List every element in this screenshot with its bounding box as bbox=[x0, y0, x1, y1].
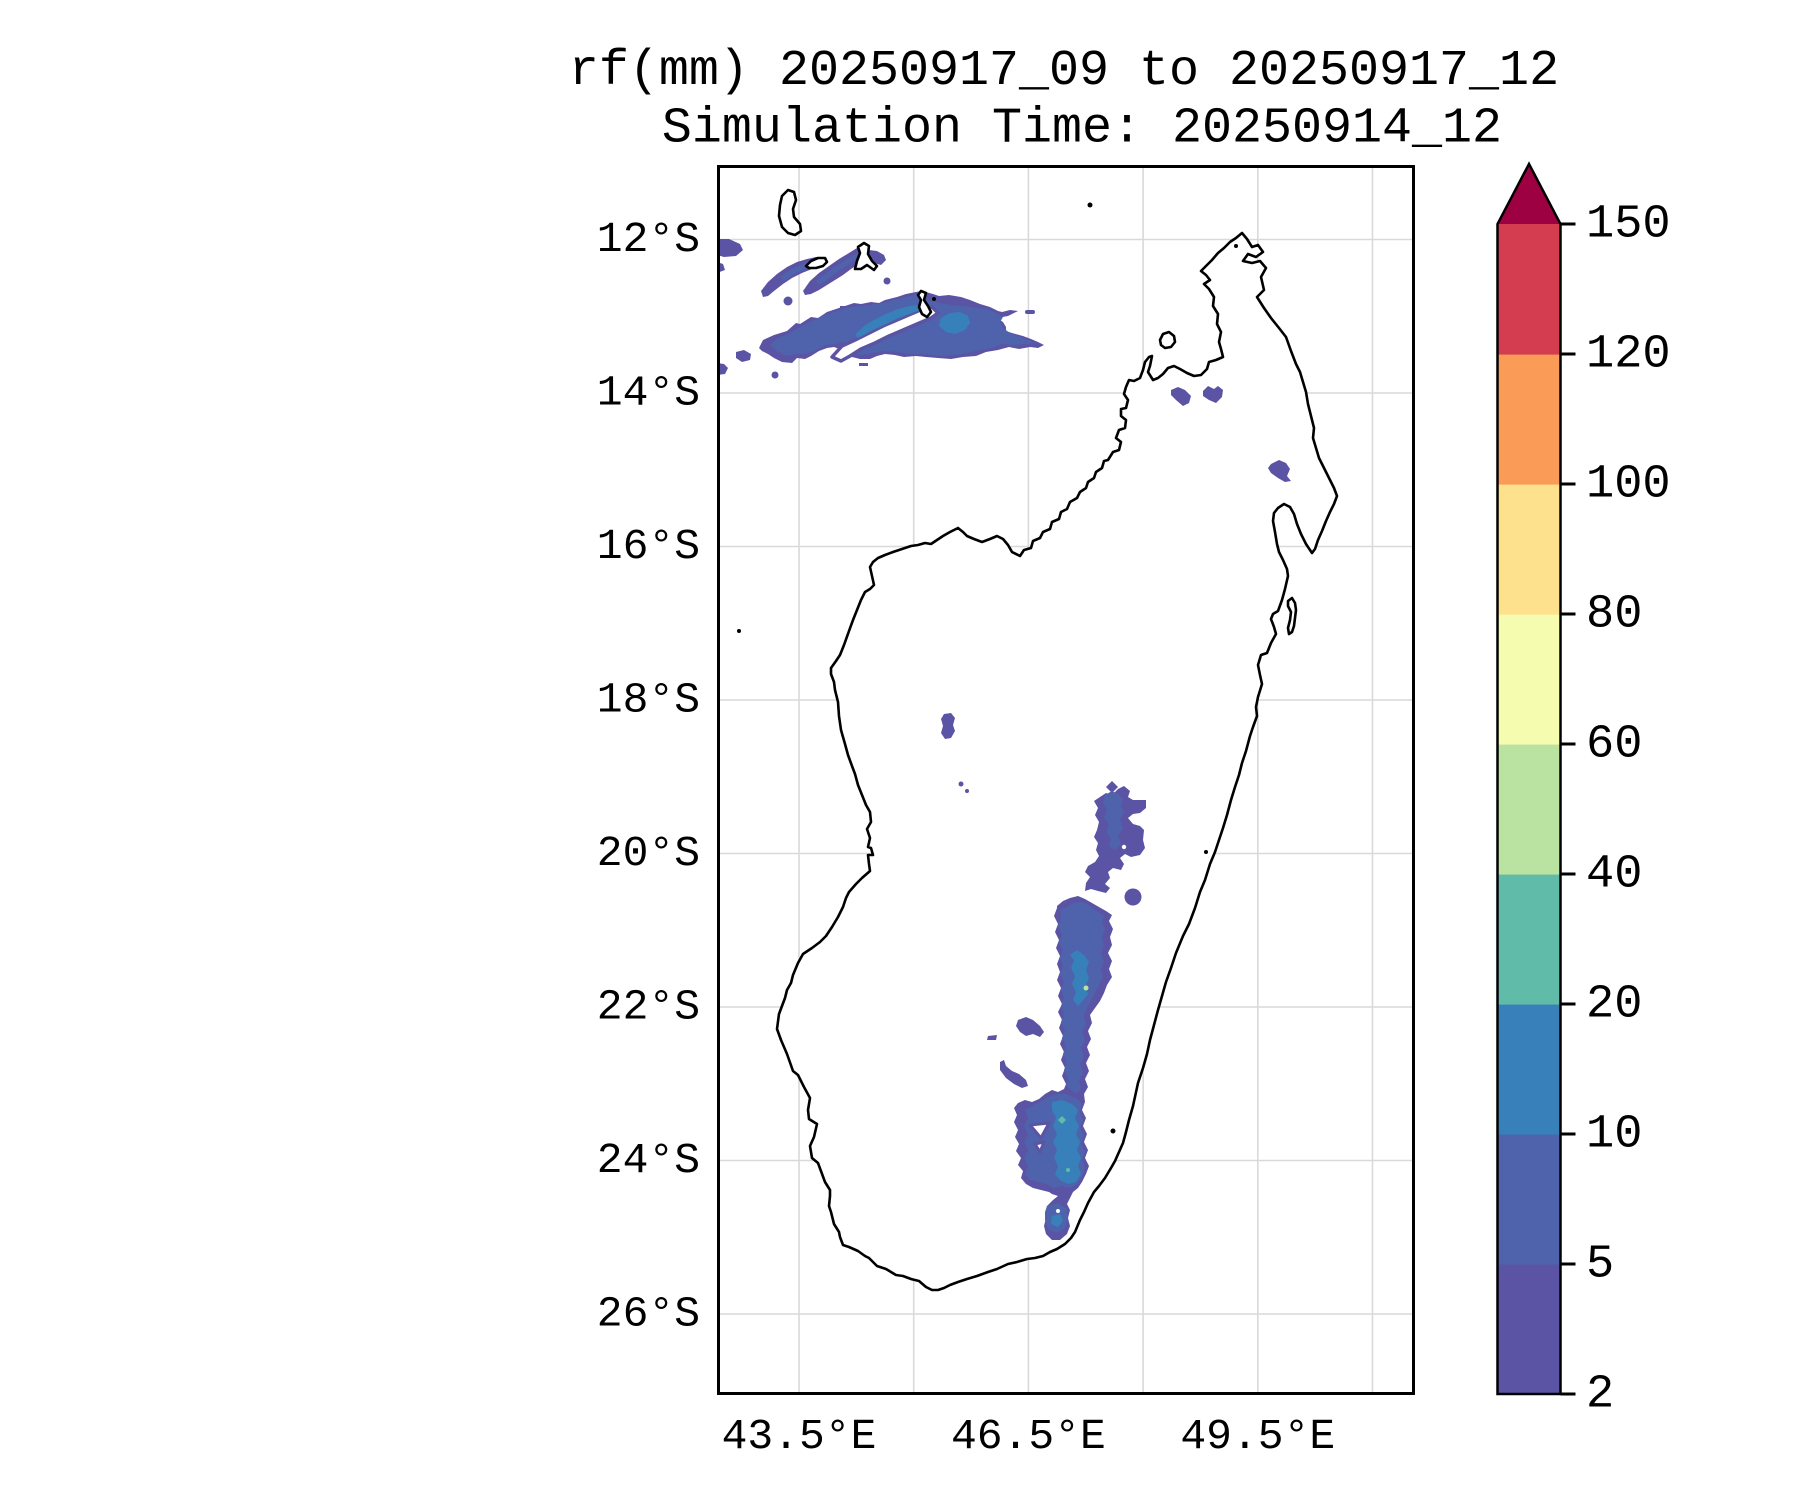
svg-text:22°S: 22°S bbox=[597, 983, 700, 1032]
svg-text:14°S: 14°S bbox=[597, 369, 700, 418]
svg-text:60: 60 bbox=[1586, 719, 1642, 772]
svg-text:16°S: 16°S bbox=[597, 522, 700, 571]
svg-text:100: 100 bbox=[1586, 459, 1671, 512]
svg-text:40: 40 bbox=[1586, 849, 1642, 902]
svg-text:150: 150 bbox=[1586, 199, 1671, 252]
svg-text:46.5°E: 46.5°E bbox=[951, 1412, 1106, 1461]
svg-text:20: 20 bbox=[1586, 979, 1642, 1032]
svg-text:Simulation Time: 20250914_12: Simulation Time: 20250914_12 bbox=[662, 101, 1502, 158]
svg-text:49.5°E: 49.5°E bbox=[1180, 1412, 1335, 1461]
svg-text:80: 80 bbox=[1586, 589, 1642, 642]
svg-text:43.5°E: 43.5°E bbox=[722, 1412, 877, 1461]
svg-text:rf(mm) 20250917_09 to 20250917: rf(mm) 20250917_09 to 20250917_12 bbox=[569, 43, 1559, 100]
svg-text:5: 5 bbox=[1586, 1239, 1614, 1292]
svg-text:2: 2 bbox=[1586, 1369, 1614, 1422]
svg-text:10: 10 bbox=[1586, 1109, 1642, 1162]
svg-text:26°S: 26°S bbox=[597, 1290, 700, 1339]
svg-text:18°S: 18°S bbox=[597, 676, 700, 725]
svg-text:12°S: 12°S bbox=[597, 215, 700, 264]
svg-text:20°S: 20°S bbox=[597, 829, 700, 878]
svg-text:24°S: 24°S bbox=[597, 1136, 700, 1185]
svg-text:120: 120 bbox=[1586, 329, 1671, 382]
